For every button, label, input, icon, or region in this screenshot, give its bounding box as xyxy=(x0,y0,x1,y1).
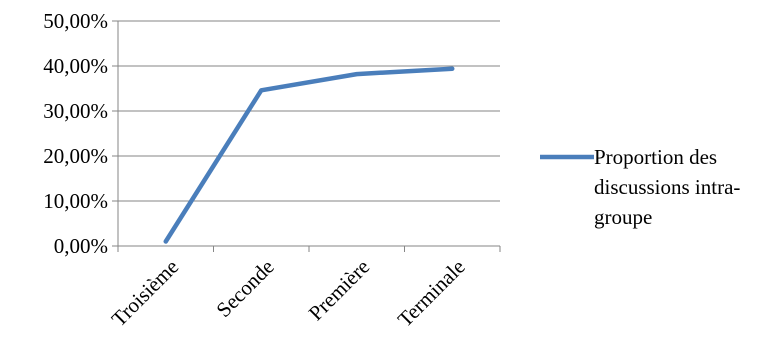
y-tick-label: 0,00% xyxy=(54,234,108,258)
legend: Proportion des discussions intra-groupe xyxy=(540,145,740,229)
y-tick-label: 10,00% xyxy=(43,189,108,213)
x-tick-label: Troisième xyxy=(107,255,184,332)
legend-label: discussions intra- xyxy=(594,175,740,199)
legend-label: groupe xyxy=(594,205,652,229)
y-tick-label: 50,00% xyxy=(43,9,108,33)
y-tick-labels: 0,00% 10,00% 20,00% 30,00% 40,00% 50,00% xyxy=(43,9,108,258)
x-tick-label: Première xyxy=(304,255,375,326)
series-line xyxy=(163,66,455,244)
legend-label: Proportion des xyxy=(594,145,717,169)
series-lines xyxy=(163,66,455,244)
y-tick-label: 20,00% xyxy=(43,144,108,168)
y-tick-label: 40,00% xyxy=(43,54,108,78)
x-tick-labels: Troisième Seconde Première Terminale xyxy=(107,255,470,332)
x-tick-label: Seconde xyxy=(211,255,278,322)
x-tick-label: Terminale xyxy=(393,255,470,332)
y-tick-label: 30,00% xyxy=(43,99,108,123)
gridlines xyxy=(118,20,500,202)
axes xyxy=(112,20,501,252)
